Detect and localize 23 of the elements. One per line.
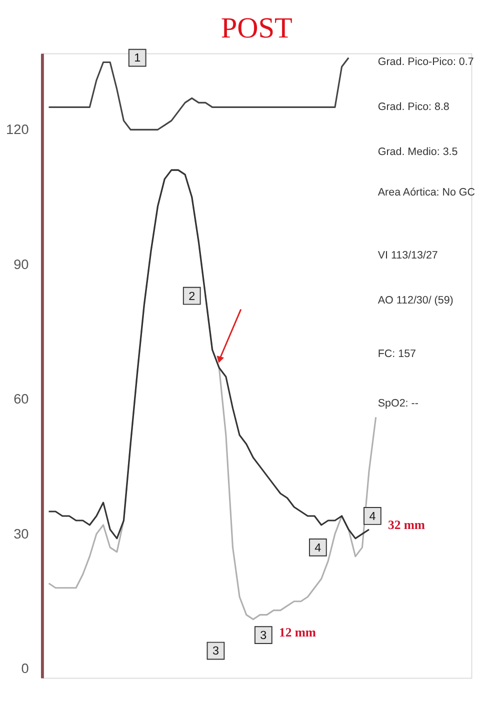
- annotation: 3: [260, 628, 267, 642]
- y-tick-label: 0: [21, 661, 30, 676]
- line-series: [48, 169, 370, 540]
- y-tick-label: 60: [14, 392, 30, 407]
- annotation: 2: [188, 290, 196, 303]
- y-tick-label: 30: [14, 526, 30, 542]
- chart-title: POST: [220, 12, 292, 45]
- y-tick-label: 90: [14, 256, 30, 272]
- annotation: 32 mm: [388, 518, 426, 532]
- annotation: Grad. Medio: 3.5: [378, 146, 458, 158]
- annotation: AO 112/30/ (59): [378, 294, 454, 306]
- annotation: 4: [369, 510, 376, 523]
- y-tick-label: 120: [6, 122, 30, 138]
- annotation: 3: [212, 644, 219, 658]
- annotation: SpO2: --: [378, 398, 419, 410]
- annotation: VI 113/13/27: [378, 249, 438, 262]
- annotation: FC: 157: [378, 348, 416, 360]
- annotation: 12 mm: [279, 626, 316, 640]
- annotation: 4: [314, 541, 322, 554]
- annotation: Grad. Pico: 8.8: [378, 101, 450, 114]
- annotation: Area Aórtica: No GC: [378, 186, 476, 198]
- annotation: Grad. Pico-Pico: 0.7: [378, 56, 474, 68]
- annotation: 1: [134, 52, 141, 65]
